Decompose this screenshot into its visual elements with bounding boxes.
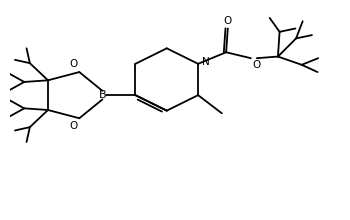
Text: O: O	[224, 16, 232, 26]
Text: B: B	[99, 90, 106, 100]
Text: O: O	[69, 121, 78, 131]
Text: N: N	[202, 57, 210, 67]
Text: O: O	[69, 59, 78, 70]
Text: O: O	[253, 60, 261, 70]
